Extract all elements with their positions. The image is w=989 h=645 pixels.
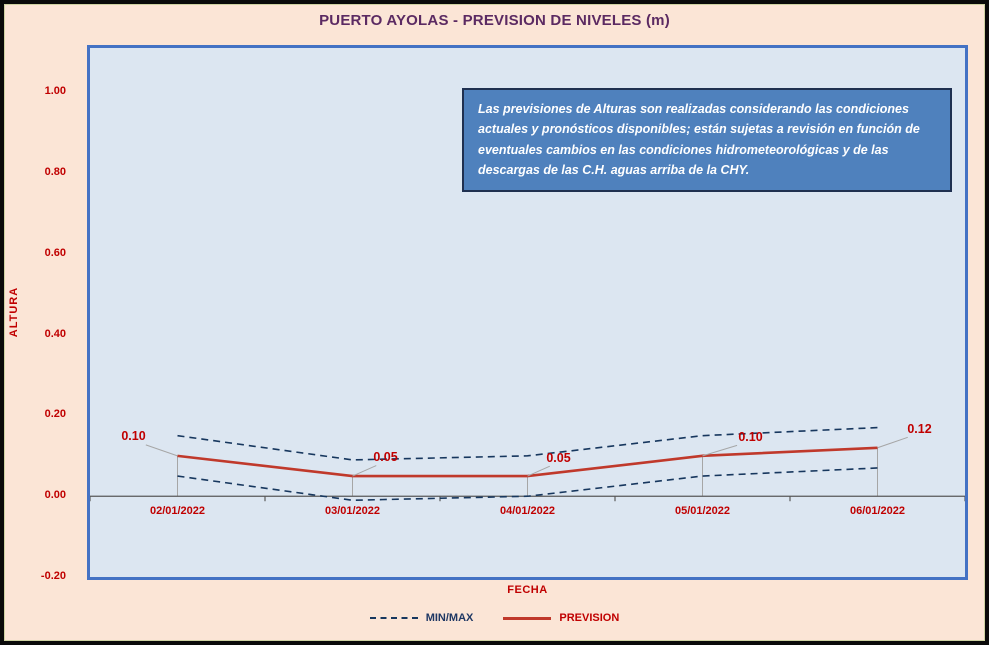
y-tick-label: 0.60 (44, 246, 66, 259)
data-label: 0.05 (373, 450, 398, 465)
legend-item-minmax: MIN/MAX (369, 612, 474, 624)
y-tick-label: 0.20 (44, 408, 66, 421)
label-leader-line (352, 465, 377, 477)
legend-item-prevision: PREVISION (503, 612, 619, 624)
data-label: 0.12 (907, 421, 932, 436)
legend-prevision-label: PREVISION (559, 612, 620, 624)
y-tick-label: 0.80 (44, 166, 66, 179)
x-tick-label: 03/01/2022 (324, 505, 381, 518)
chart-canvas (90, 426, 965, 502)
x-tick-label: 06/01/2022 (849, 505, 906, 518)
y-axis-title: ALTURA (8, 286, 20, 338)
dashed-line-icon (369, 617, 418, 619)
data-label: 0.10 (738, 429, 763, 444)
x-tick-label: 02/01/2022 (149, 505, 206, 518)
label-leader-line (527, 465, 551, 477)
annotation-box: Las previsiones de Alturas son realizada… (462, 88, 952, 192)
data-label: 0.10 (121, 428, 146, 443)
solid-line-icon (503, 616, 552, 620)
legend: MIN/MAX PREVISION (0, 612, 989, 624)
annotation-text: Las previsiones de Alturas son realizada… (478, 102, 920, 177)
label-leader-line (702, 444, 738, 457)
chart-title: PUERTO AYOLAS - PREVISION DE NIVELES (m) (319, 12, 670, 29)
x-axis-title: FECHA (507, 584, 548, 596)
prevision-line (177, 446, 878, 478)
label-leader-line (877, 436, 908, 449)
y-tick-label: 0.00 (44, 489, 66, 502)
y-axis: 1.00 0.80 0.60 0.40 0.20 0.00 -0.20 (22, 0, 66, 645)
y-tick-label: -0.20 (40, 570, 66, 582)
x-tick-label: 04/01/2022 (499, 505, 556, 518)
y-tick-label: 1.00 (44, 85, 66, 98)
min-line (177, 467, 878, 502)
data-label: 0.05 (546, 451, 571, 466)
legend-minmax-label: MIN/MAX (425, 612, 474, 624)
label-leader-line (145, 444, 178, 457)
y-tick-label: 0.40 (44, 327, 66, 340)
max-line (177, 426, 878, 461)
x-tick-label: 05/01/2022 (674, 505, 731, 518)
